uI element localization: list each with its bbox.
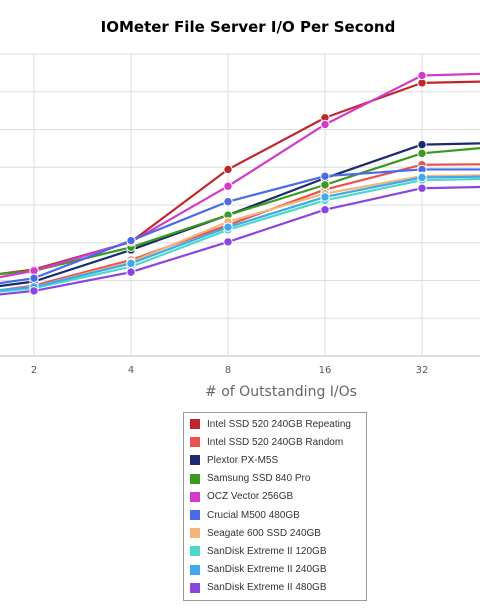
legend-item: Samsung SSD 840 Pro: [184, 470, 366, 488]
x-axis: 2 4 8 16 32: [31, 365, 429, 376]
data-point: [126, 258, 136, 269]
legend-swatch: [190, 528, 200, 539]
x-tick-label: 16: [319, 365, 332, 376]
data-point: [320, 119, 330, 130]
series-line: [0, 175, 480, 292]
data-point: [29, 286, 39, 296]
legend-label: SanDisk Extreme II 240GB: [207, 564, 327, 576]
legend-swatch: [190, 455, 200, 466]
legend-swatch: [190, 564, 200, 575]
data-point: [417, 148, 427, 159]
legend-label: SanDisk Extreme II 480GB: [207, 582, 327, 594]
legend-label: Intel SSD 520 240GB Random: [207, 436, 344, 448]
legend-label: Samsung SSD 840 Pro: [207, 473, 311, 485]
data-point: [320, 204, 330, 215]
data-point: [417, 183, 427, 193]
data-point: [29, 273, 39, 283]
data-point: [320, 192, 330, 202]
legend-swatch: [190, 510, 200, 521]
legend-label: Plextor PX-M5S: [207, 454, 279, 466]
data-point: [126, 267, 136, 277]
legend-item: SanDisk Extreme II 240GB: [184, 561, 366, 579]
legend-item: Crucial M500 480GB: [184, 506, 366, 524]
x-tick-label: 32: [416, 365, 429, 376]
legend-swatch: [190, 419, 200, 430]
legend-label: OCZ Vector 256GB: [207, 491, 294, 503]
legend-label: Crucial M500 480GB: [207, 509, 300, 521]
legend-swatch: [190, 546, 200, 557]
data-point: [320, 180, 330, 190]
data-point: [126, 235, 136, 246]
data-point: [223, 164, 233, 175]
legend-label: SanDisk Extreme II 120GB: [207, 545, 327, 557]
data-point: [417, 139, 427, 150]
legend-swatch: [190, 491, 200, 502]
series-line: [0, 168, 480, 285]
legend-swatch: [190, 473, 200, 484]
data-point: [223, 196, 233, 207]
data-point: [417, 70, 427, 81]
x-tick-label: 8: [225, 365, 231, 376]
series-line: [0, 80, 480, 276]
data-point: [223, 237, 233, 247]
series-group: [0, 78, 480, 276]
legend-item: Seagate 600 SSD 240GB: [184, 524, 366, 542]
series-line: [0, 185, 480, 296]
grid-lines: [0, 53, 480, 357]
data-point: [223, 181, 233, 191]
legend-swatch: [190, 582, 200, 593]
legend-item: SanDisk Extreme II 120GB: [184, 542, 366, 560]
legend-label: Intel SSD 520 240GB Repeating: [207, 418, 351, 430]
legend-swatch: [190, 437, 200, 448]
legend-item: OCZ Vector 256GB: [184, 488, 366, 506]
legend-item: Intel SSD 520 240GB Repeating: [184, 415, 366, 433]
series-group: [0, 164, 480, 285]
plot-area: 2 4 8 16 32: [0, 53, 480, 376]
legend-item: Plextor PX-M5S: [184, 451, 366, 469]
data-point: [417, 172, 427, 183]
series-layer: [0, 70, 480, 296]
series-group: [0, 70, 480, 279]
x-tick-label: 4: [128, 365, 134, 376]
data-point: [223, 222, 233, 232]
legend-item: SanDisk Extreme II 480GB: [184, 579, 366, 597]
legend: Intel SSD 520 240GB Repeating Intel SSD 5…: [183, 412, 367, 601]
x-tick-label: 2: [31, 365, 37, 376]
data-point: [320, 171, 330, 181]
legend-label: Seagate 600 SSD 240GB: [207, 527, 321, 539]
x-axis-label: # of Outstanding I/Os: [205, 384, 357, 400]
series-group: [0, 183, 480, 296]
series-group: [0, 171, 480, 292]
legend-item: Intel SSD 520 240GB Random: [184, 433, 366, 451]
chart-title: IOMeter File Server I/O Per Second: [100, 18, 396, 36]
